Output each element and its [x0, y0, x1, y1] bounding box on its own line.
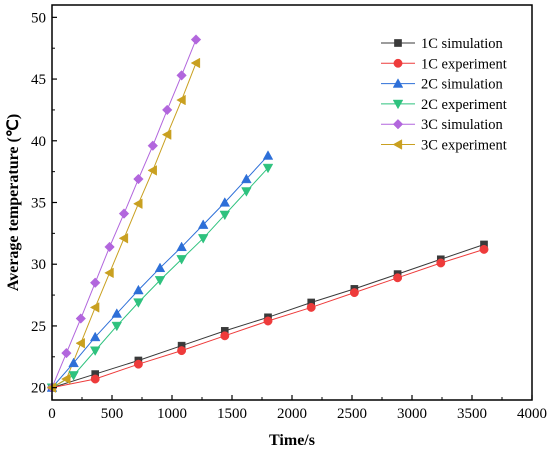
data-point-3c-simulation — [176, 70, 187, 81]
data-point-1c-experiment — [220, 331, 230, 341]
data-point-2c-simulation — [111, 308, 123, 318]
data-point-2c-simulation — [262, 150, 274, 160]
x-tick-label: 2500 — [337, 406, 367, 422]
legend-label: 3C experiment — [421, 138, 507, 154]
legend-item-2c-experiment: 2C experiment — [381, 97, 507, 113]
data-point-2c-experiment — [219, 210, 231, 221]
data-point-1c-experiment — [177, 346, 187, 356]
data-point-2c-experiment — [176, 255, 187, 265]
data-point-2c-experiment — [133, 298, 144, 308]
legend-label: 1C experiment — [421, 56, 507, 72]
data-point-3c-experiment — [161, 129, 172, 140]
y-axis-title: Average temperature (℃) — [5, 114, 22, 291]
data-point-3c-simulation — [90, 277, 101, 288]
data-point-3c-simulation — [61, 347, 72, 359]
data-point-2c-simulation — [133, 284, 144, 295]
data-point-3c-experiment — [104, 267, 114, 279]
y-ticks: 20 25 30 35 40 45 50 — [31, 10, 57, 397]
y-tick-label: 35 — [31, 196, 46, 212]
data-point-3c-simulation — [133, 173, 144, 185]
data-point-1c-experiment — [306, 302, 316, 312]
x-tick-label: 2000 — [277, 406, 307, 422]
legend-label: 2C simulation — [421, 77, 504, 93]
x-tick-label: 3000 — [397, 406, 427, 422]
y-tick-label: 20 — [31, 381, 46, 397]
data-point-2c-experiment — [111, 321, 123, 332]
y-tick-label: 50 — [31, 10, 46, 26]
data-point-2c-simulation — [176, 241, 187, 252]
data-point-1c-experiment — [436, 258, 446, 268]
data-point-3c-simulation — [162, 104, 173, 116]
data-point-3c-experiment — [133, 198, 143, 209]
data-point-3c-experiment — [89, 302, 100, 313]
y-tick-label: 45 — [31, 72, 46, 88]
data-point-2c-experiment — [89, 346, 101, 356]
data-point-1c-experiment — [479, 244, 489, 254]
data-point-3c-simulation — [118, 208, 130, 219]
legend-item-3c-experiment: 3C experiment — [381, 138, 507, 154]
legend-label: 2C experiment — [421, 97, 507, 113]
legend-marker — [393, 58, 403, 68]
legend-item-2c-simulation: 2C simulation — [381, 77, 504, 93]
series-points-2c-experiment — [46, 163, 274, 394]
x-tick-label: 1000 — [157, 406, 187, 422]
legend-item-1c-simulation: 1C simulation — [381, 36, 504, 52]
data-point-3c-experiment — [75, 337, 85, 349]
data-point-3c-simulation — [75, 313, 86, 324]
data-point-3c-experiment — [61, 373, 71, 385]
y-tick-label: 30 — [31, 257, 46, 273]
series-points-1c-experiment — [47, 244, 489, 393]
data-point-1c-experiment — [90, 374, 100, 384]
data-point-1c-experiment — [133, 359, 143, 369]
data-point-2c-experiment — [262, 163, 274, 174]
data-point-2c-experiment — [197, 234, 209, 244]
series-points-3c-experiment — [46, 57, 201, 393]
series-points-3c-simulation — [46, 34, 202, 393]
series-points-2c-simulation — [46, 150, 274, 392]
data-point-2c-simulation — [197, 219, 209, 229]
data-point-2c-simulation — [154, 262, 166, 273]
series-lines — [51, 39, 485, 389]
data-point-3c-simulation — [190, 34, 202, 45]
x-tick-label: 500 — [101, 406, 124, 422]
data-point-2c-simulation — [68, 357, 79, 368]
legend-marker — [392, 99, 404, 110]
legend-item-3c-simulation: 3C simulation — [381, 117, 504, 133]
data-point-3c-experiment — [190, 57, 201, 69]
legend-marker — [392, 119, 404, 130]
data-point-3c-experiment — [176, 94, 186, 106]
legend-label: 1C simulation — [421, 36, 504, 52]
legend: 1C simulation 1C experiment 2C simulation 2… — [381, 36, 507, 154]
data-point-3c-experiment — [118, 233, 129, 244]
data-point-2c-simulation — [89, 331, 101, 342]
legend-label: 3C simulation — [421, 117, 504, 133]
data-point-2c-simulation — [241, 173, 252, 184]
legend-marker — [394, 39, 402, 47]
x-tick-label: 0 — [48, 406, 56, 422]
y-tick-label: 40 — [31, 134, 46, 150]
x-axis-title: Time/s — [269, 432, 315, 449]
legend-marker — [392, 78, 404, 88]
x-tick-label: 3500 — [457, 406, 487, 422]
data-point-2c-experiment — [154, 276, 166, 286]
data-point-2c-experiment — [241, 187, 252, 197]
y-tick-label: 25 — [31, 319, 46, 335]
legend-item-1c-experiment: 1C experiment — [381, 56, 507, 72]
series-line-3c-experiment — [51, 62, 197, 389]
data-point-1c-experiment — [263, 316, 273, 326]
x-tick-label: 4000 — [517, 406, 547, 422]
x-ticks: 0 500 1000 1500 2000 2500 3000 3500 4000 — [48, 395, 547, 422]
data-point-1c-experiment — [393, 273, 403, 283]
data-point-1c-experiment — [349, 288, 359, 298]
x-tick-label: 1500 — [217, 406, 247, 422]
data-point-3c-simulation — [104, 241, 115, 253]
data-point-2c-simulation — [219, 197, 231, 207]
data-point-3c-simulation — [147, 140, 158, 151]
data-point-3c-experiment — [147, 165, 157, 176]
legend-marker — [392, 139, 403, 150]
data-point-2c-experiment — [68, 371, 79, 381]
